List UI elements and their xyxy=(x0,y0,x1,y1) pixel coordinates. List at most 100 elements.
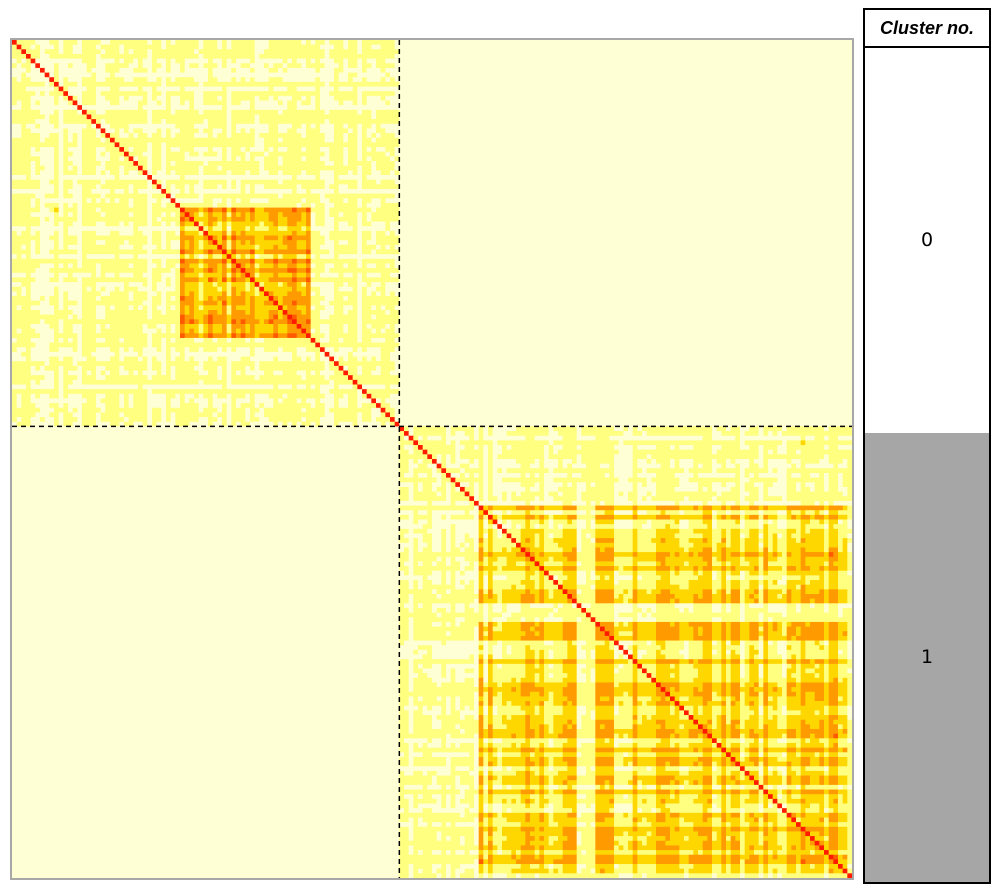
heatmap-cell xyxy=(157,68,162,73)
heatmap-cell xyxy=(577,54,582,59)
heatmap-cell xyxy=(796,40,801,45)
heatmap-cell xyxy=(171,82,176,87)
heatmap-cell xyxy=(404,82,409,87)
heatmap-cell xyxy=(348,96,353,101)
heatmap-cell xyxy=(119,82,124,87)
heatmap-cell xyxy=(693,87,698,92)
heatmap-cell xyxy=(479,110,484,115)
heatmap-cell xyxy=(278,110,283,115)
heatmap-cell xyxy=(68,91,73,96)
heatmap-cell xyxy=(586,77,591,82)
heatmap-cell xyxy=(642,91,647,96)
heatmap-cell xyxy=(535,59,540,64)
heatmap-cell xyxy=(637,59,642,64)
heatmap-cell xyxy=(343,110,348,115)
heatmap-cell xyxy=(586,68,591,73)
heatmap-cell xyxy=(119,77,124,82)
heatmap-cell xyxy=(390,54,395,59)
heatmap-cell xyxy=(768,45,773,50)
heatmap-cell xyxy=(143,105,148,110)
heatmap-cell xyxy=(796,45,801,50)
heatmap-cell xyxy=(502,49,507,54)
heatmap-cell xyxy=(488,45,493,50)
heatmap-cell xyxy=(292,40,297,45)
heatmap-cell xyxy=(189,73,194,78)
heatmap-cell xyxy=(623,73,628,78)
heatmap-cell xyxy=(577,105,582,110)
heatmap-cell xyxy=(553,87,558,92)
heatmap-cell xyxy=(185,68,190,73)
heatmap-cell xyxy=(129,68,134,73)
heatmap-cell xyxy=(217,77,222,82)
heatmap-cell xyxy=(208,68,213,73)
heatmap-cell xyxy=(591,77,596,82)
heatmap-cell xyxy=(717,101,722,106)
heatmap-cell xyxy=(745,87,750,92)
heatmap-cell xyxy=(105,45,110,50)
heatmap-cell xyxy=(656,87,661,92)
heatmap-cell xyxy=(595,96,600,101)
heatmap-cell xyxy=(707,96,712,101)
heatmap-cell xyxy=(731,105,736,110)
heatmap-cell xyxy=(502,73,507,78)
heatmap-cell xyxy=(829,87,834,92)
heatmap-cell xyxy=(721,49,726,54)
heatmap-cell xyxy=(507,63,512,68)
heatmap-cell xyxy=(787,77,792,82)
heatmap-cell xyxy=(689,40,694,45)
heatmap-cell xyxy=(367,105,372,110)
heatmap-cell xyxy=(507,68,512,73)
heatmap-cell xyxy=(553,59,558,64)
heatmap-cell xyxy=(773,87,778,92)
heatmap-cell xyxy=(301,91,306,96)
heatmap-cell xyxy=(810,45,815,50)
heatmap-cell xyxy=(329,59,334,64)
heatmap-cell xyxy=(297,40,302,45)
heatmap-cell xyxy=(801,54,806,59)
heatmap-cell xyxy=(427,82,432,87)
heatmap-cell xyxy=(390,105,395,110)
heatmap-cell xyxy=(754,87,759,92)
heatmap-cell xyxy=(838,77,843,82)
heatmap-cell xyxy=(217,105,222,110)
heatmap-cell xyxy=(745,68,750,73)
heatmap-cell xyxy=(213,82,218,87)
heatmap-cell xyxy=(45,87,50,92)
heatmap-cell xyxy=(255,49,260,54)
heatmap-cell xyxy=(451,68,456,73)
heatmap-cell xyxy=(96,105,101,110)
heatmap-cell xyxy=(796,49,801,54)
heatmap-cell xyxy=(381,105,386,110)
heatmap-cell xyxy=(455,91,460,96)
heatmap-cell xyxy=(222,87,227,92)
heatmap-cell xyxy=(175,59,180,64)
heatmap-cell xyxy=(320,110,325,115)
heatmap-cell xyxy=(115,54,120,59)
heatmap-cell xyxy=(693,59,698,64)
heatmap-cell xyxy=(749,40,754,45)
heatmap-cell xyxy=(371,101,376,106)
heatmap-cell xyxy=(339,91,344,96)
heatmap-cell xyxy=(385,45,390,50)
heatmap-cell xyxy=(73,82,78,87)
heatmap-cell xyxy=(213,59,218,64)
heatmap-cell xyxy=(493,110,498,115)
heatmap-cell xyxy=(801,101,806,106)
heatmap-cell xyxy=(637,105,642,110)
heatmap-cell xyxy=(264,68,269,73)
heatmap-cell xyxy=(749,77,754,82)
heatmap-cell xyxy=(619,45,624,50)
heatmap-cell xyxy=(721,40,726,45)
heatmap-cell xyxy=(670,87,675,92)
heatmap-cell xyxy=(549,73,554,78)
heatmap-cell xyxy=(591,49,596,54)
heatmap-cell xyxy=(96,77,101,82)
heatmap-cell xyxy=(437,91,442,96)
heatmap-cell xyxy=(773,82,778,87)
heatmap-cell xyxy=(829,82,834,87)
heatmap-cell xyxy=(423,45,428,50)
heatmap-cell xyxy=(544,91,549,96)
heatmap-cell xyxy=(497,105,502,110)
heatmap-cell xyxy=(161,77,166,82)
heatmap-cell xyxy=(292,45,297,50)
